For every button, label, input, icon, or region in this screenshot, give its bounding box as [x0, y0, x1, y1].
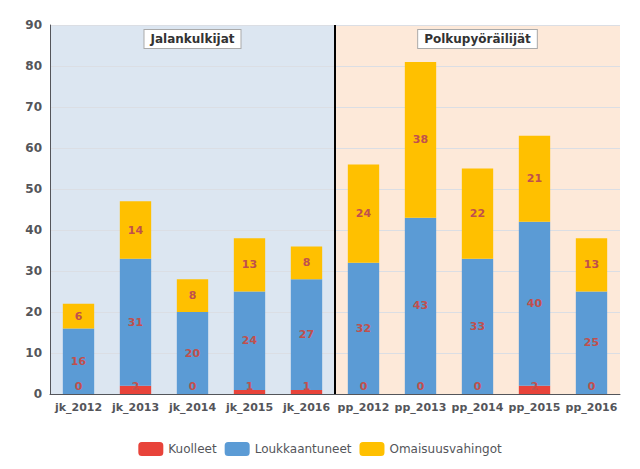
- svg-text:0: 0: [34, 387, 42, 401]
- svg-text:1: 1: [246, 380, 254, 393]
- svg-text:50: 50: [25, 182, 42, 196]
- svg-text:8: 8: [303, 256, 311, 269]
- svg-text:31: 31: [128, 316, 143, 329]
- svg-text:Kuolleet: Kuolleet: [168, 442, 217, 456]
- svg-text:24: 24: [356, 207, 372, 220]
- svg-text:38: 38: [413, 133, 428, 146]
- svg-text:pp_2012: pp_2012: [338, 401, 390, 414]
- svg-text:pp_2013: pp_2013: [395, 401, 447, 414]
- svg-text:jk_2013: jk_2013: [111, 401, 159, 414]
- svg-text:8: 8: [189, 289, 197, 302]
- svg-text:Omaisuusvahingot: Omaisuusvahingot: [389, 442, 501, 456]
- svg-text:20: 20: [25, 305, 42, 319]
- svg-text:Loukkaantuneet: Loukkaantuneet: [255, 442, 352, 456]
- svg-text:0: 0: [75, 380, 83, 393]
- svg-text:0: 0: [474, 380, 482, 393]
- svg-text:pp_2015: pp_2015: [509, 401, 561, 414]
- svg-text:70: 70: [25, 100, 42, 114]
- svg-text:Polkupyöräilijät: Polkupyöräilijät: [424, 32, 531, 46]
- svg-text:1: 1: [303, 380, 311, 393]
- svg-text:pp_2016: pp_2016: [566, 401, 618, 414]
- svg-text:13: 13: [242, 258, 257, 271]
- svg-text:jk_2016: jk_2016: [282, 401, 331, 414]
- svg-text:33: 33: [470, 320, 485, 333]
- svg-text:90: 90: [25, 18, 42, 32]
- svg-text:pp_2014: pp_2014: [452, 401, 504, 414]
- svg-text:30: 30: [25, 264, 42, 278]
- svg-text:40: 40: [527, 297, 543, 310]
- svg-text:0: 0: [417, 380, 425, 393]
- svg-text:Jalankulkijat: Jalankulkijat: [150, 32, 235, 46]
- svg-text:jk_2014: jk_2014: [168, 401, 217, 414]
- svg-text:16: 16: [71, 355, 87, 368]
- svg-text:0: 0: [588, 380, 596, 393]
- svg-text:2: 2: [132, 380, 140, 393]
- svg-text:27: 27: [299, 328, 314, 341]
- svg-text:32: 32: [356, 322, 371, 335]
- svg-text:14: 14: [128, 224, 144, 237]
- svg-text:24: 24: [242, 334, 258, 347]
- svg-text:80: 80: [25, 59, 42, 73]
- svg-text:60: 60: [25, 141, 42, 155]
- svg-text:2: 2: [531, 380, 539, 393]
- svg-text:25: 25: [584, 336, 599, 349]
- svg-text:21: 21: [527, 172, 542, 185]
- svg-text:10: 10: [25, 346, 42, 360]
- svg-text:22: 22: [470, 207, 485, 220]
- svg-text:43: 43: [413, 299, 428, 312]
- svg-text:0: 0: [189, 380, 197, 393]
- svg-text:jk_2015: jk_2015: [225, 401, 273, 414]
- svg-text:13: 13: [584, 258, 599, 271]
- svg-text:jk_2012: jk_2012: [54, 401, 102, 414]
- svg-text:40: 40: [25, 223, 42, 237]
- svg-text:0: 0: [360, 380, 368, 393]
- svg-text:6: 6: [75, 310, 83, 323]
- svg-text:20: 20: [185, 347, 201, 360]
